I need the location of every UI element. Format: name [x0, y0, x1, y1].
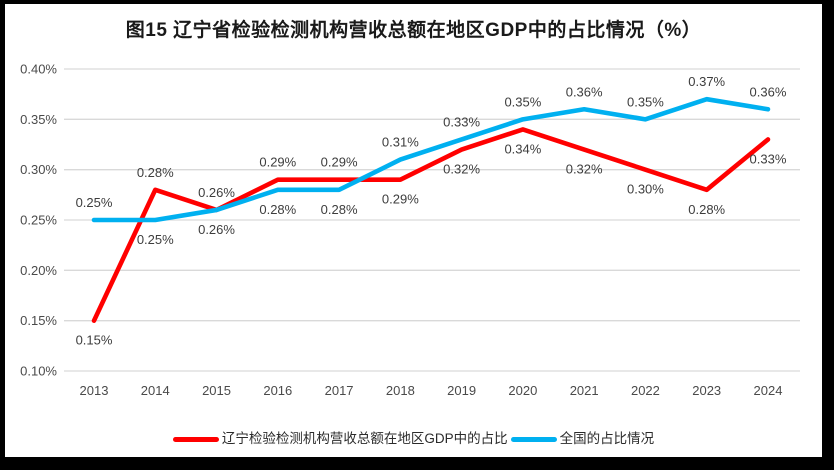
x-axis-label: 2016	[263, 383, 292, 398]
data-label-series-1: 0.36%	[750, 84, 787, 99]
x-axis-label: 2014	[141, 383, 170, 398]
x-axis-label: 2021	[570, 383, 599, 398]
y-axis-tick-label: 0.30%	[20, 162, 57, 177]
data-label-series-0: 0.33%	[750, 151, 787, 166]
x-axis-label: 2019	[447, 383, 476, 398]
legend-label-liaoning: 辽宁检验检测机构营收总额在地区GDP中的占比	[221, 431, 508, 446]
series-line-0	[91, 127, 771, 323]
chart-title: 图15 辽宁省检验检测机构营收总额在地区GDP中的占比情况（%）	[125, 20, 702, 41]
data-label-series-1: 0.25%	[76, 195, 113, 210]
data-label-series-1: 0.35%	[627, 94, 664, 109]
data-label-series-0: 0.32%	[566, 162, 603, 177]
y-axis-tick-label: 0.35%	[20, 112, 57, 127]
data-label-series-0: 0.29%	[259, 155, 296, 170]
y-axis-tick-label: 0.20%	[20, 263, 57, 278]
data-label-series-0: 0.30%	[627, 182, 664, 197]
y-axis-tick-label: 0.40%	[20, 62, 57, 77]
x-axis-label: 2023	[692, 383, 721, 398]
x-axis-label: 2018	[386, 383, 415, 398]
data-label-series-0: 0.34%	[504, 141, 541, 156]
data-label-series-1: 0.25%	[137, 232, 174, 247]
data-label-series-0: 0.32%	[443, 162, 480, 177]
data-label-series-1: 0.26%	[198, 222, 235, 237]
x-axis-label: 2020	[508, 383, 537, 398]
x-axis-label: 2022	[631, 383, 660, 398]
x-axis-label: 2024	[754, 383, 783, 398]
series-line-1	[91, 96, 771, 223]
data-label-series-1: 0.36%	[566, 84, 603, 99]
x-axis-label: 2017	[325, 383, 354, 398]
data-label-series-1: 0.28%	[321, 202, 358, 217]
legend-line-sample-liaoning	[172, 436, 219, 442]
data-label-series-0: 0.26%	[198, 185, 235, 200]
legend-label-national: 全国的占比情况	[559, 431, 655, 446]
x-axis-label: 2015	[202, 383, 231, 398]
y-axis-tick-label: 0.25%	[20, 213, 57, 228]
data-label-series-1: 0.28%	[259, 202, 296, 217]
data-label-series-0: 0.15%	[76, 333, 113, 348]
x-axis-label: 2013	[80, 383, 109, 398]
data-label-series-1: 0.37%	[688, 74, 725, 89]
y-axis-tick-label: 0.10%	[20, 364, 57, 379]
data-label-series-1: 0.35%	[504, 94, 541, 109]
data-label-series-0: 0.28%	[688, 202, 725, 217]
chart-legend: 辽宁检验检测机构营收总额在地区GDP中的占比 全国的占比情况	[5, 430, 822, 448]
data-label-series-1: 0.33%	[443, 114, 480, 129]
data-label-series-0: 0.28%	[137, 165, 174, 180]
legend-line-sample-national	[510, 436, 557, 442]
y-axis-tick-label: 0.15%	[20, 313, 57, 328]
data-label-series-1: 0.31%	[382, 135, 419, 150]
data-label-series-0: 0.29%	[321, 155, 358, 170]
data-label-series-0: 0.29%	[382, 192, 419, 207]
